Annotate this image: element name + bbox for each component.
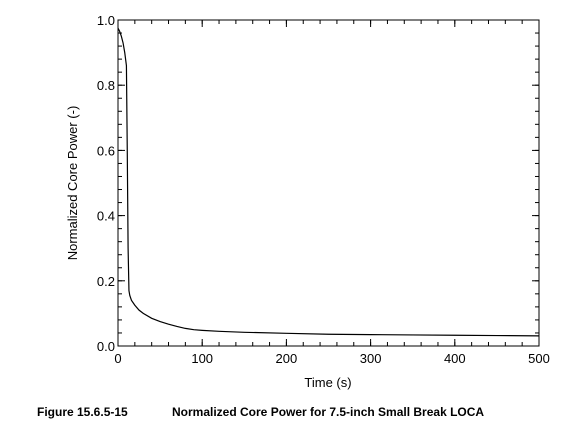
y-tick-label: 0.6 (97, 143, 115, 158)
minor-ticks (117, 19, 540, 347)
y-tick-label: 0.8 (97, 78, 115, 93)
plot-frame (117, 19, 540, 347)
y-axis-label: Normalized Core Power (-) (65, 106, 80, 261)
x-tick-label: 0 (114, 351, 121, 366)
x-tick-label: 100 (191, 351, 213, 366)
y-tick-labels: 0.0 0.2 0.4 0.6 0.8 1.0 (97, 13, 115, 354)
x-tick-label: 400 (444, 351, 466, 366)
x-tick-label: 300 (360, 351, 382, 366)
y-tick-label: 0.0 (97, 339, 115, 354)
x-tick-label: 500 (528, 351, 550, 366)
series-line (117, 27, 540, 337)
y-tick-label: 0.4 (97, 209, 115, 224)
x-tick-label: 200 (276, 351, 298, 366)
chart: 0 100 200 300 400 500 0.0 0.2 0.4 0.6 0.8 1.0 Time… (65, 13, 550, 390)
figure-number: Figure 15.6.5-15 (37, 405, 128, 419)
x-axis-label: Time (s) (304, 375, 351, 390)
major-ticks (117, 19, 540, 347)
x-tick-labels: 0 100 200 300 400 500 (114, 351, 549, 366)
y-tick-label: 1.0 (97, 13, 115, 28)
y-tick-label: 0.2 (97, 274, 115, 289)
figure-title: Normalized Core Power for 7.5-inch Small… (172, 405, 485, 419)
